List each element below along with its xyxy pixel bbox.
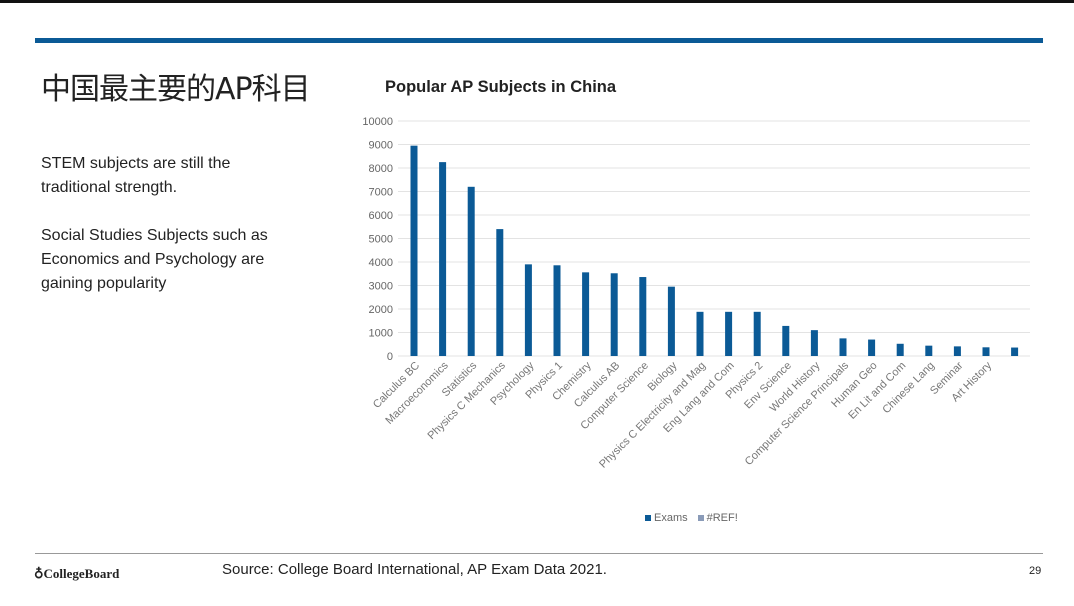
bar-art-history [982, 347, 990, 356]
y-tick-label: 1000 [369, 328, 393, 340]
chart-legend: Exams #REF! [645, 512, 738, 524]
bar-unlabeled [1011, 347, 1019, 356]
y-tick-label: 3000 [369, 281, 393, 293]
page-number: 29 [1029, 565, 1042, 577]
logo-text: CollegeBoard [43, 566, 120, 581]
bar-eng-lang-and-com [725, 311, 733, 356]
bar-statistics [467, 186, 475, 356]
legend-label-exams: Exams [654, 512, 688, 524]
bar-macroeconomics [439, 162, 447, 356]
bar-physics-1 [553, 265, 561, 356]
bar-psychology [524, 264, 532, 356]
y-tick-label: 9000 [369, 140, 393, 152]
chart-title: Popular AP Subjects in China [385, 78, 617, 96]
y-tick-label: 2000 [369, 304, 393, 316]
bar-computer-science-principals [839, 338, 847, 356]
y-tick-label: 0 [387, 351, 393, 363]
accent-rule [35, 38, 1043, 43]
bar-human-geo [868, 339, 876, 356]
body-text: STEM subjects are still the traditional … [41, 152, 271, 320]
legend-item-ref: #REF! [697, 512, 738, 524]
legend-item-exams: Exams [645, 512, 688, 524]
paragraph-social-studies: Social Studies Subjects such as Economic… [41, 227, 268, 292]
y-tick-label: 8000 [369, 163, 393, 175]
slide-title: 中国最主要的AP科目 [41, 72, 311, 107]
bar-computer-science [639, 277, 647, 356]
y-tick-label: 6000 [369, 210, 393, 222]
y-tick-label: 7000 [369, 187, 393, 199]
legend-swatch-ref [697, 515, 704, 521]
bar-calculus-ab [610, 273, 618, 356]
bar-world-history [810, 330, 818, 356]
top-border [0, 0, 1074, 3]
bar-physics-2 [753, 311, 761, 356]
bar-seminar [953, 346, 961, 356]
bar-physics-c-mechanics [496, 229, 504, 356]
bar-biology [667, 286, 675, 356]
y-tick-label: 5000 [369, 234, 393, 246]
bar-calculus-bc [410, 145, 418, 356]
legend-swatch-exams [645, 515, 651, 521]
paragraph-stem: STEM subjects are still the traditional … [41, 155, 231, 196]
source-note: Source: College Board International, AP … [222, 561, 607, 578]
bar-en-lit-and-com [896, 343, 904, 356]
bar-chinese-lang [925, 345, 933, 356]
legend-label-ref: #REF! [706, 512, 738, 524]
y-tick-label: 4000 [369, 257, 393, 269]
acorn-icon: ♁ [34, 566, 44, 581]
bar-chemistry [582, 272, 590, 356]
y-tick-label: 10000 [362, 116, 393, 128]
collegeboard-logo: ♁CollegeBoard [34, 566, 119, 582]
bar-env-science [782, 325, 790, 356]
footer-rule [35, 553, 1043, 554]
bar-physics-c-electricity-and-mag [696, 311, 704, 356]
